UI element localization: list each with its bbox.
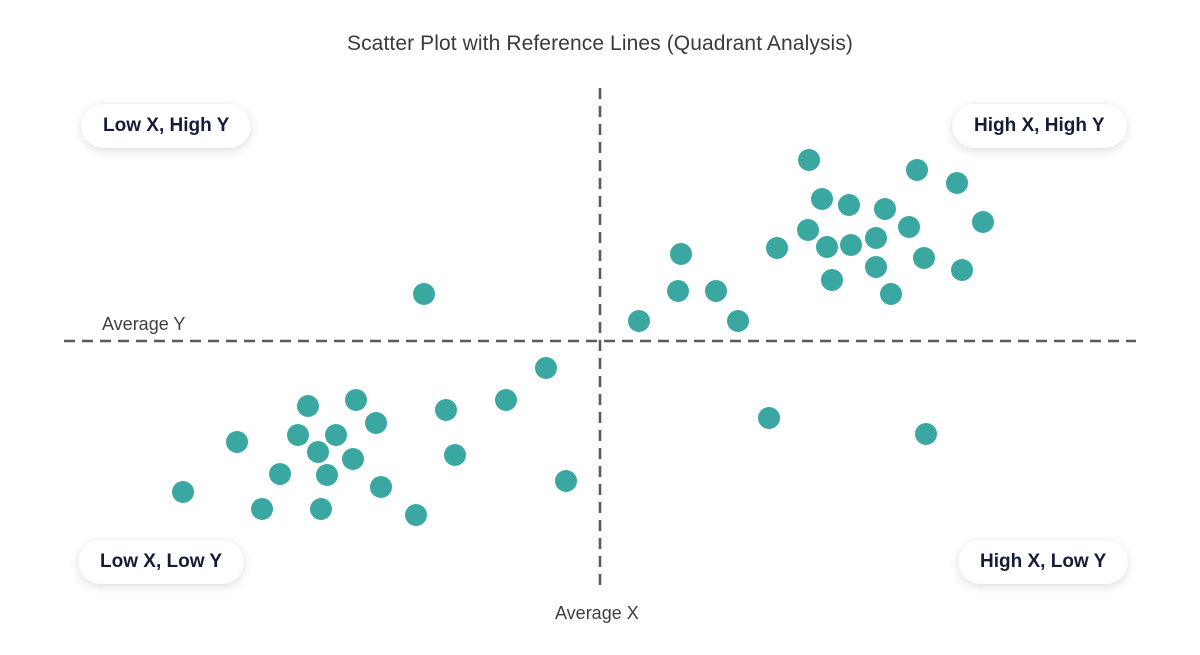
data-point [951,259,973,281]
data-point [555,470,577,492]
data-point [880,283,902,305]
data-point [838,194,860,216]
data-point [705,280,727,302]
data-point [370,476,392,498]
data-point [307,441,329,463]
scatter-points [172,149,994,526]
data-point [797,219,819,241]
data-point [913,247,935,269]
data-point [297,395,319,417]
data-point [816,236,838,258]
data-point [865,256,887,278]
data-point [766,237,788,259]
data-point [670,243,692,265]
data-point [874,198,896,220]
data-point [316,464,338,486]
data-point [435,399,457,421]
data-point [345,389,367,411]
chart-title: Scatter Plot with Reference Lines (Quadr… [346,32,854,55]
quadrant-label-high-x-high-y: High X, High Y [952,104,1127,148]
data-point [727,310,749,332]
data-point [898,216,920,238]
data-point [342,448,364,470]
data-point [972,211,994,233]
quadrant-label-low-x-high-y: Low X, High Y [81,104,252,148]
data-point [628,310,650,332]
data-point [840,234,862,256]
data-point [269,463,291,485]
data-point [865,227,887,249]
data-point [287,424,309,446]
data-point [811,188,833,210]
data-point [758,407,780,429]
data-point [821,269,843,291]
data-point [310,498,332,520]
data-point [946,172,968,194]
data-point [535,357,557,379]
data-point [798,149,820,171]
data-point [444,444,466,466]
data-point [365,412,387,434]
average-y-label: Average Y [102,314,186,334]
data-point [667,280,689,302]
data-point [251,498,273,520]
data-point [915,423,937,445]
average-x-label: Average X [555,603,639,623]
quadrant-label-low-x-low-y: Low X, Low Y [78,540,245,584]
data-point [325,424,347,446]
data-point [226,431,248,453]
quadrant-label-high-x-low-y: High X, Low Y [958,540,1129,584]
data-point [172,481,194,503]
data-point [906,159,928,181]
data-point [413,283,435,305]
data-point [495,389,517,411]
data-point [405,504,427,526]
